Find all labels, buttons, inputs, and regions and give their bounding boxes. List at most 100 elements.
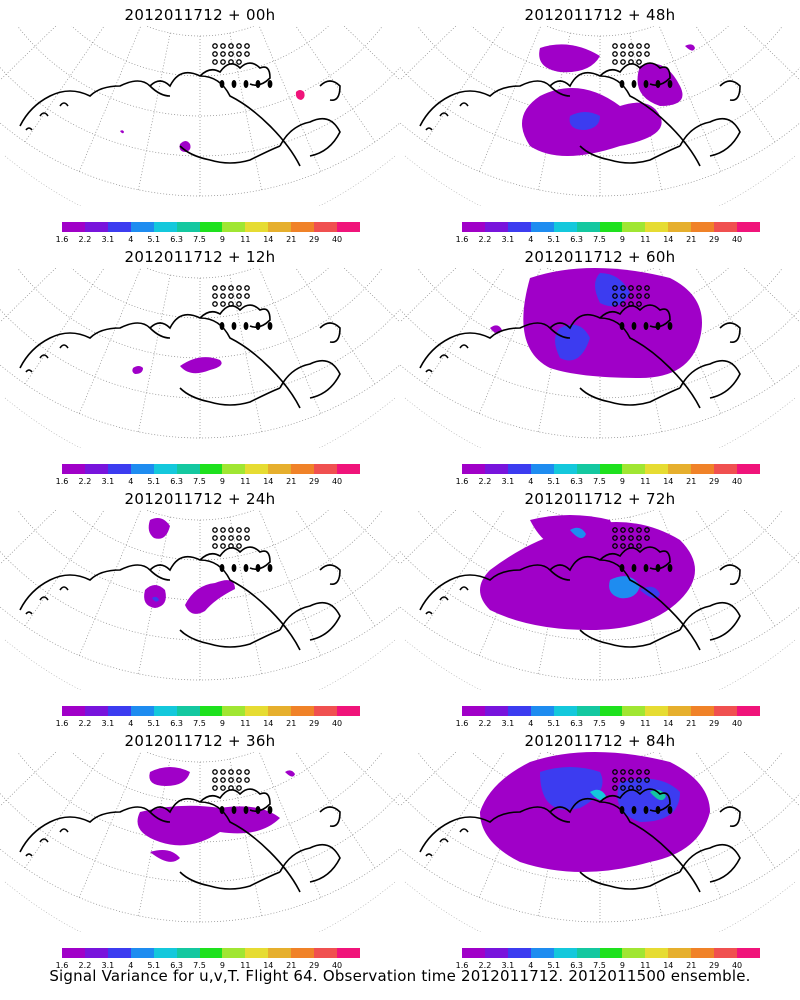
- panel-title: 2012011712 + 72h: [524, 490, 676, 508]
- meridian-line: [24, 510, 105, 627]
- colorbar-label: 9: [619, 235, 625, 244]
- meridian-line: [726, 510, 800, 537]
- lake-outline: [219, 564, 225, 572]
- island-outline: [636, 527, 642, 533]
- colorbar-swatch: [107, 464, 131, 474]
- colorbar-swatch: [245, 706, 269, 716]
- island-outline: [620, 293, 626, 299]
- colorbar-label: 40: [731, 477, 743, 486]
- coastline: [419, 322, 571, 369]
- colorbar-swatch: [507, 464, 531, 474]
- island-outline: [212, 543, 218, 549]
- coastline: [19, 564, 171, 611]
- island-outline: [636, 543, 642, 549]
- colorbar-label: 9: [219, 235, 225, 244]
- island-outline: [236, 527, 242, 533]
- island-outline: [244, 51, 250, 57]
- lake-outline: [619, 322, 625, 330]
- island-outline: [212, 777, 218, 783]
- polar-map: [0, 752, 400, 932]
- variance-contour: [132, 366, 143, 374]
- forecast-panel: 2012011712 + 84h 1.6 2.2 3.1 4 5.1 6.3 7.5 9 11 14…: [400, 726, 800, 971]
- variance-contour: [152, 596, 159, 602]
- colorbar-label: 29: [309, 477, 320, 486]
- variance-contour: [590, 789, 606, 801]
- island-outline: [644, 769, 650, 775]
- island-outline: [636, 777, 642, 783]
- meridian-line: [326, 268, 400, 295]
- colorbar-swatch: [530, 222, 554, 232]
- forecast-panel: 2012011712 + 60h 1.6 2.2 3.1 4 5.1 6.3 7.5 9 11 14…: [400, 242, 800, 487]
- colorbar-swatch: [691, 948, 715, 958]
- island-outline: [220, 543, 226, 549]
- lake-outline: [643, 564, 649, 572]
- coastline: [179, 387, 281, 406]
- figure-caption: Signal Variance for u,v,T. Flight 64. Ob…: [49, 967, 751, 985]
- forecast-panel: 2012011712 + 12h 1.6 2.2 3.1 4 5.1 6.3 7.5 9 11 14…: [0, 242, 400, 487]
- colorbar-label: 6.3: [570, 719, 583, 728]
- coastline: [319, 564, 341, 586]
- coastline: [425, 102, 469, 131]
- colorbar-label: 5.1: [147, 961, 161, 970]
- island-outline: [212, 293, 218, 299]
- coastline: [199, 546, 271, 570]
- colorbar-labels: 1.6 2.2 3.1 4 5.1 6.3 7.5 9 11 14 21 29 40: [448, 961, 774, 971]
- meridian-line: [695, 26, 776, 143]
- colorbar-swatch: [291, 464, 315, 474]
- colorbar-label: 1.6: [455, 719, 469, 728]
- island-outline: [236, 51, 242, 57]
- island-outline: [636, 301, 642, 307]
- colorbar-label: 5.1: [547, 477, 561, 486]
- colorbar-label: 4: [128, 235, 134, 244]
- lake-outline: [255, 564, 261, 572]
- island-outline: [236, 543, 242, 549]
- colorbar-swatch: [130, 222, 154, 232]
- panel-title: 2012011712 + 36h: [124, 732, 276, 750]
- meridian-line: [0, 510, 57, 565]
- coastline: [199, 788, 271, 812]
- coastline: [719, 80, 741, 102]
- colorbar-swatch: [84, 706, 108, 716]
- colorbar-label: 29: [709, 477, 720, 486]
- lake-outline: [643, 322, 649, 330]
- colorbar-label: 2.2: [478, 719, 492, 728]
- coastline: [549, 797, 701, 893]
- colorbar-swatch: [199, 464, 223, 474]
- colorbar-swatch: [314, 222, 338, 232]
- island-outline: [636, 293, 642, 299]
- lake-outline: [231, 80, 237, 88]
- colorbar-swatch: [314, 464, 338, 474]
- island-outline: [236, 769, 242, 775]
- colorbar: [462, 222, 760, 232]
- island-outline: [236, 301, 242, 307]
- colorbar-label: 11: [240, 961, 251, 970]
- colorbar-labels: 1.6 2.2 3.1 4 5.1 6.3 7.5 9 11 14 21 29 40: [448, 719, 774, 729]
- lake-outline: [231, 322, 237, 330]
- colorbar-label: 14: [263, 961, 274, 970]
- lake-outline: [631, 80, 637, 88]
- island-outline: [236, 43, 242, 49]
- island-outline: [236, 285, 242, 291]
- colorbar-swatch: [484, 464, 508, 474]
- colorbar-swatch: [176, 222, 200, 232]
- meridian-line: [743, 510, 800, 565]
- colorbar-label: 21: [686, 477, 697, 486]
- island-outline: [220, 51, 226, 57]
- colorbar-swatch: [714, 222, 738, 232]
- panel-title: 2012011712 + 84h: [524, 732, 676, 750]
- coastline: [579, 629, 681, 648]
- island-outline: [628, 535, 634, 541]
- coastline: [599, 788, 671, 812]
- island-outline: [644, 293, 650, 299]
- colorbar: [462, 464, 760, 474]
- meridian-line: [0, 26, 74, 53]
- colorbar-swatch: [462, 464, 485, 474]
- colorbar-swatch: [153, 222, 177, 232]
- island-outline: [620, 535, 626, 541]
- meridian-line: [726, 26, 800, 53]
- lake-outline: [619, 564, 625, 572]
- colorbar-label: 6.3: [570, 235, 583, 244]
- coastline: [149, 313, 301, 409]
- latitude-line: [0, 792, 400, 883]
- island-outline: [636, 769, 642, 775]
